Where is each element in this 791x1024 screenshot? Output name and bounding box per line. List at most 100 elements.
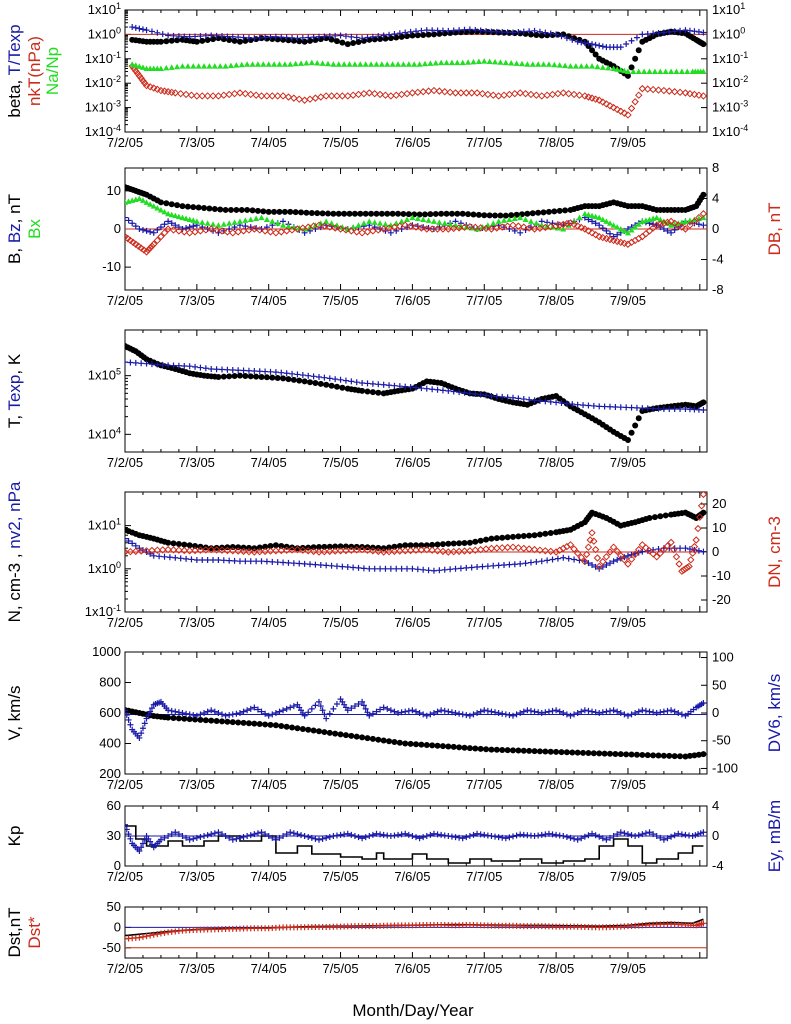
point-db [142, 248, 151, 256]
point-na-np [556, 62, 563, 68]
point-na-np [492, 58, 499, 65]
point-nkt [403, 89, 411, 98]
point-dn [261, 547, 269, 556]
point-nkt [451, 89, 460, 97]
point-texp [628, 404, 635, 411]
point-dn [288, 546, 296, 554]
point-nkt [349, 91, 357, 99]
point-n [262, 543, 269, 550]
point-b [454, 210, 461, 217]
point-v [197, 716, 204, 723]
point-ey [409, 833, 416, 839]
point-ey [574, 836, 581, 843]
point-bx [603, 218, 610, 224]
point-texp [558, 399, 565, 406]
point-dn [369, 547, 377, 555]
x-tick-label: 7/5/05 [322, 615, 358, 630]
point-db [577, 223, 585, 232]
point-dv6 [610, 707, 617, 714]
point-db [266, 228, 275, 236]
point-db [180, 228, 188, 236]
point-t-texp [434, 27, 441, 34]
point-nkt [505, 90, 514, 99]
point-na-np [459, 59, 466, 66]
point-na-np [540, 61, 547, 67]
point-bx [161, 208, 168, 215]
point-dv6 [560, 710, 567, 716]
y-tick-label: 50 [107, 899, 121, 914]
point-v [391, 738, 398, 745]
point-dv6 [355, 700, 362, 707]
point-bx [323, 218, 330, 224]
point-n [386, 544, 393, 551]
point-db [466, 223, 474, 231]
point-na-np [238, 61, 245, 68]
y2-tick-label: -4 [712, 858, 724, 873]
point-nkt [220, 91, 228, 99]
point-t-texp [547, 30, 554, 37]
point-dn [683, 563, 691, 572]
point-dv6 [635, 708, 642, 715]
point-t-texp [510, 29, 516, 36]
point-t-texp [596, 42, 603, 49]
point-dv6 [186, 711, 193, 718]
point-t-texp [299, 34, 306, 41]
point-na-np [254, 61, 261, 67]
point-na-np [583, 63, 590, 69]
point-t-texp [599, 43, 606, 50]
point-bz [143, 227, 150, 234]
x-tick-label: 7/4/05 [251, 615, 287, 630]
point-b [448, 210, 455, 217]
point-b [168, 201, 175, 208]
point-bz [517, 229, 524, 236]
point-t [290, 376, 297, 383]
point-dv6 [470, 711, 477, 718]
point-na-np [174, 63, 181, 70]
point-v [240, 719, 247, 726]
point-nv2 [457, 565, 464, 572]
point-dv6 [283, 705, 290, 712]
point-t-texp [639, 31, 646, 38]
point-nkt [665, 87, 673, 95]
x-tick-label: 7/7/05 [466, 293, 502, 308]
point-nkt [532, 91, 541, 99]
point-bx [366, 218, 373, 224]
point-db [153, 236, 162, 245]
point-db [656, 220, 665, 228]
point-t-texp [272, 33, 279, 40]
point-t-texp [413, 28, 419, 35]
point-nkt [198, 92, 206, 100]
y-tick-label: 600 [99, 705, 121, 720]
point-nv2 [624, 552, 631, 559]
point-ey [172, 829, 179, 836]
point-dv6 [589, 708, 596, 715]
y-tick-label: 60 [107, 798, 121, 813]
point-bz [610, 233, 617, 240]
point-db [509, 221, 517, 229]
point-dv6 [678, 711, 685, 718]
point-v [202, 717, 209, 724]
point-ey [578, 835, 585, 842]
point-nkt [311, 94, 320, 102]
point-dn [293, 545, 302, 554]
point-nkt [171, 89, 180, 97]
point-n [450, 540, 457, 547]
point-nv2 [610, 558, 617, 565]
y2-tick-label: 20 [712, 496, 726, 511]
point-dv6 [628, 711, 635, 718]
point-v [682, 753, 689, 760]
point-ey [244, 833, 251, 839]
point-bx [382, 221, 389, 227]
point-bx [360, 220, 367, 226]
point-ey [502, 835, 509, 842]
point-ey [513, 832, 520, 839]
point-ey [405, 831, 412, 838]
point-na-np [244, 61, 251, 67]
point-t-texp [483, 28, 490, 35]
point-nkt [478, 89, 487, 98]
point-bx [139, 197, 146, 203]
point-db [326, 223, 334, 231]
point-bz [157, 224, 164, 231]
point-b [184, 203, 191, 210]
point-dv6 [484, 707, 491, 714]
